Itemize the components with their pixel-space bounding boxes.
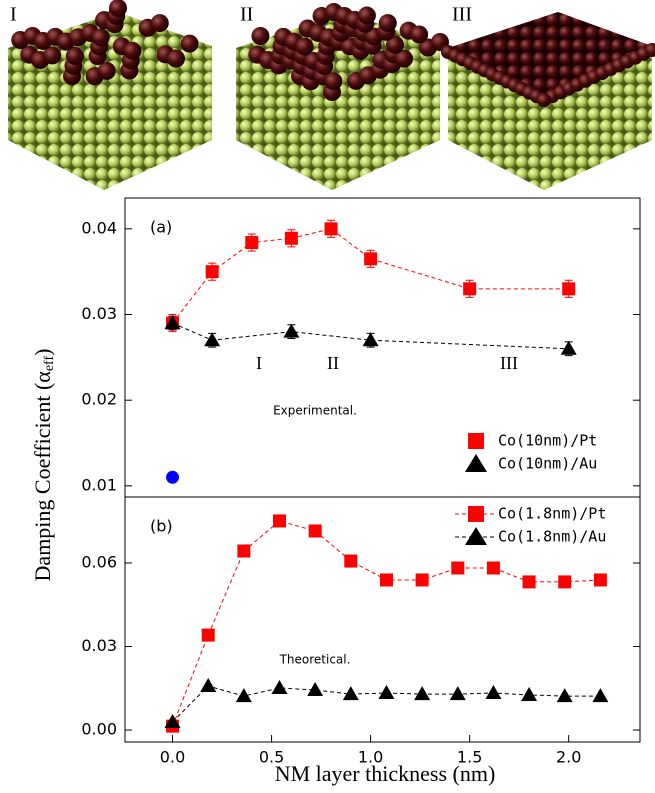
annotation: II <box>327 353 339 373</box>
annotation: Theoretical. <box>279 653 351 667</box>
annotation: III <box>500 353 518 373</box>
y-tick-label: 0.04 <box>81 218 117 237</box>
marker <box>237 545 250 558</box>
marker <box>592 688 608 702</box>
figure: I II III Damping Coefficient (αeff) NM l… <box>0 0 655 793</box>
atom <box>251 27 269 45</box>
marker <box>273 514 286 527</box>
legend-marker <box>468 433 484 449</box>
marker <box>557 688 573 702</box>
marker <box>416 573 429 586</box>
annotation: Experimental. <box>273 404 357 418</box>
marker <box>344 555 357 568</box>
y-axis-label-main: Damping Coefficient (α <box>30 371 55 582</box>
x-tick-label: 0.0 <box>160 748 185 767</box>
atom <box>167 50 185 68</box>
atom <box>123 42 141 60</box>
panel: 0.00 0.03 0.06 0.0 0.5 1.0 1.5 2.0 (b) Theoretica… <box>81 497 640 767</box>
legend-label: Co(1.8nm)/Au <box>498 528 606 546</box>
y-axis-label-end: ) <box>30 349 55 356</box>
marker <box>245 236 258 249</box>
marker <box>561 341 577 355</box>
legend-label: Co(1.8nm)/Pt <box>498 505 606 523</box>
marker <box>283 324 299 338</box>
legend-marker <box>465 527 487 545</box>
atom <box>151 14 169 32</box>
image-label: II <box>240 4 253 26</box>
atom <box>324 72 342 90</box>
x-tick-label: 2.0 <box>556 748 581 767</box>
marker <box>523 575 536 588</box>
atom <box>410 25 428 43</box>
marker <box>364 252 377 265</box>
y-tick-label: 0.03 <box>81 304 117 323</box>
marker <box>206 265 219 278</box>
marker <box>285 232 298 245</box>
panel-label: (b) <box>150 517 173 536</box>
marker <box>487 561 500 574</box>
x-tick-label: 1.0 <box>358 748 383 767</box>
marker <box>594 573 607 586</box>
marker <box>200 678 216 692</box>
atom <box>92 28 110 46</box>
x-tick-label: 1.5 <box>457 748 482 767</box>
x-tick-label: 0.5 <box>259 748 284 767</box>
y-tick-label: 0.02 <box>81 390 117 409</box>
image-label: I <box>10 4 17 26</box>
atom <box>537 93 551 107</box>
marker <box>380 573 393 586</box>
marker <box>325 222 338 235</box>
cube-illustrations <box>8 0 655 190</box>
atom <box>358 7 376 25</box>
plot-frame <box>125 198 640 497</box>
legend-label: Co(10nm)/Au <box>498 455 597 473</box>
atom <box>295 37 313 55</box>
panel-label: (a) <box>150 218 172 237</box>
marker <box>562 282 575 295</box>
marker <box>307 682 323 696</box>
point <box>166 471 179 484</box>
annotation: I <box>256 353 262 373</box>
legend-label: Co(10nm)/Pt <box>498 432 597 450</box>
marker <box>463 282 476 295</box>
y-tick-label: 0.00 <box>81 720 117 739</box>
marker <box>558 575 571 588</box>
legend-marker <box>468 506 484 522</box>
marker <box>204 332 220 346</box>
atom <box>379 14 397 32</box>
y-tick-label: 0.03 <box>81 636 117 655</box>
y-axis-label-sub: eff <box>42 356 57 372</box>
marker <box>521 687 537 701</box>
y-tick-label: 0.06 <box>81 552 117 571</box>
y-axis-label: Damping Coefficient (αeff) <box>30 349 57 582</box>
atom <box>181 35 199 53</box>
marker <box>309 524 322 537</box>
marker <box>485 685 501 699</box>
legend-marker <box>465 454 487 472</box>
series-line <box>173 229 569 323</box>
marker <box>414 686 430 700</box>
marker <box>202 629 215 642</box>
y-tick-label: 0.01 <box>81 475 117 494</box>
marker <box>378 685 394 699</box>
marker <box>451 561 464 574</box>
marker <box>272 680 288 694</box>
image-label: III <box>452 4 472 26</box>
marker <box>450 686 466 700</box>
